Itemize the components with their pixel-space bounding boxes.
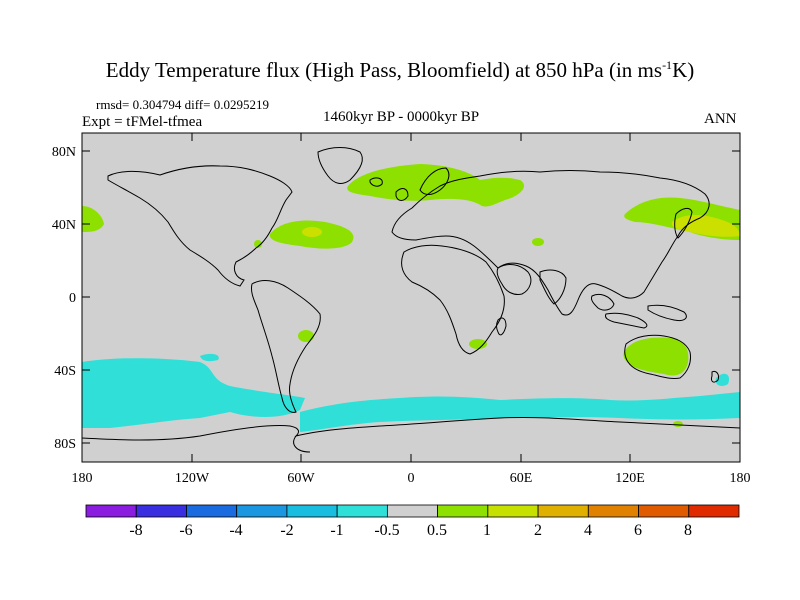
period-label: 1460kyr BP - 0000kyr BP	[323, 109, 480, 125]
lat-labels: 80N 40N 0 40S 80S	[52, 145, 76, 452]
caribbean-patch	[254, 240, 262, 248]
south-america-patch	[298, 330, 314, 342]
colorbar-swatch	[186, 504, 238, 518]
colorbar-swatch	[638, 504, 690, 518]
colorbar-swatch	[135, 504, 187, 518]
north-pacific-core	[671, 215, 740, 237]
australia	[623, 337, 689, 376]
stats-label: rmsd= 0.304794 diff= 0.0295219	[96, 97, 269, 112]
colorbar-swatch	[537, 504, 589, 518]
southern-ocean-patch	[200, 353, 219, 362]
colorbar-swatch	[386, 504, 439, 518]
north-pacific-west	[82, 206, 104, 232]
colorbar-labels: -8 -6 -4 -2 -1 -0.5 0.5 1 2 4 6 8	[129, 522, 692, 539]
colorbar-label: 6	[634, 522, 642, 539]
colorbar-label: -4	[229, 522, 242, 539]
colorbar-swatch	[85, 504, 137, 518]
colorbar-swatch	[487, 504, 539, 518]
anomaly-field	[82, 147, 740, 453]
colorbar-label: 0.5	[427, 522, 447, 539]
colorbar-label: -0.5	[374, 522, 399, 539]
colorbar-label: -6	[179, 522, 192, 539]
colorbar-swatch	[336, 504, 388, 518]
colorbar-label: 1	[483, 522, 491, 539]
colorbar-swatch	[236, 504, 288, 518]
experiment-label: Expt = tFMel-tfmea	[82, 114, 203, 130]
lon-ticks	[81, 133, 741, 462]
colorbar-label: -2	[280, 522, 293, 539]
colorbar-swatch	[286, 504, 338, 518]
lon-label: 120W	[175, 471, 210, 486]
lat-label: 0	[69, 291, 76, 306]
lon-label: 60E	[510, 471, 533, 486]
arabia-patch	[532, 238, 544, 246]
lat-label: 80N	[52, 145, 76, 160]
colorbar-swatch	[587, 504, 639, 518]
lon-labels: 180 120W 60W 0 60E 120E 180	[72, 471, 751, 486]
southern-ocean-band	[82, 358, 305, 428]
coastlines	[82, 147, 740, 453]
nz-patch	[673, 421, 683, 427]
lat-label: 40N	[52, 218, 76, 233]
lon-label: 120E	[615, 471, 645, 486]
colorbar-swatch	[688, 504, 740, 518]
west-atlantic-core	[302, 227, 322, 237]
lat-label: 80S	[54, 437, 76, 452]
lon-label: 0	[408, 471, 415, 486]
chart-title: Eddy Temperature flux (High Pass, Bloomf…	[105, 58, 695, 82]
colorbar-swatch	[437, 504, 489, 518]
lat-label: 40S	[54, 364, 76, 379]
colorbar-label: 4	[584, 522, 592, 539]
south-africa-patch	[469, 339, 487, 349]
season-label: ANN	[704, 111, 737, 127]
colorbar-label: 2	[534, 522, 542, 539]
north-atlantic-band	[347, 164, 525, 207]
lon-label: 60W	[287, 471, 315, 486]
colorbar-label: -1	[330, 522, 343, 539]
lon-label: 180	[730, 471, 751, 486]
lon-label: 180	[72, 471, 93, 486]
colorbar	[85, 504, 740, 518]
colorbar-label: -8	[129, 522, 142, 539]
lat-ticks	[82, 150, 740, 444]
colorbar-label: 8	[684, 522, 692, 539]
southern-ocean-band-2	[300, 392, 740, 432]
